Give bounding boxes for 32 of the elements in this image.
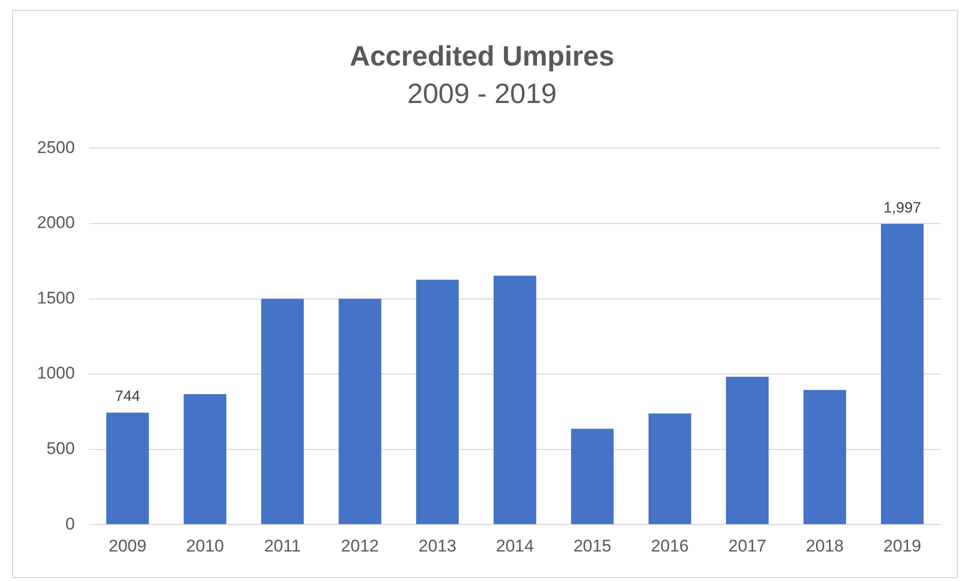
x-tick-label: 2019 xyxy=(883,536,922,556)
y-tick-label: 2500 xyxy=(36,138,75,157)
x-tick-label: 2013 xyxy=(418,536,456,556)
bar xyxy=(803,390,846,524)
y-tick-label: 0 xyxy=(65,514,75,534)
x-tick-label: 2015 xyxy=(573,536,612,556)
y-tick-label: 2000 xyxy=(36,213,75,232)
bar xyxy=(338,298,382,524)
x-tick-label: 2009 xyxy=(108,536,146,556)
data-label: 1,997 xyxy=(883,200,922,217)
chart-title: Accredited Umpires xyxy=(350,40,614,72)
bar xyxy=(648,413,692,524)
bar xyxy=(106,412,149,524)
bar xyxy=(416,280,459,524)
x-tick-label: 2011 xyxy=(264,536,301,556)
bar xyxy=(494,276,536,524)
x-tick-label: 2012 xyxy=(341,536,379,556)
y-tick-label: 1500 xyxy=(36,288,75,308)
data-label: 744 xyxy=(115,388,140,406)
x-tick-label: 2018 xyxy=(806,536,844,556)
x-tick-label: 2017 xyxy=(728,536,766,556)
x-tick-label: 2016 xyxy=(650,536,689,556)
x-tick-label: 2014 xyxy=(496,536,534,556)
bar xyxy=(261,298,304,524)
bar xyxy=(726,376,769,524)
chart-subtitle: 2009 - 2019 xyxy=(407,78,557,110)
bar xyxy=(880,224,924,524)
y-tick-label: 1000 xyxy=(36,364,75,383)
bar xyxy=(184,394,226,524)
x-tick-label: 2010 xyxy=(186,536,224,556)
bar xyxy=(571,428,614,524)
y-tick-label: 500 xyxy=(46,439,75,458)
